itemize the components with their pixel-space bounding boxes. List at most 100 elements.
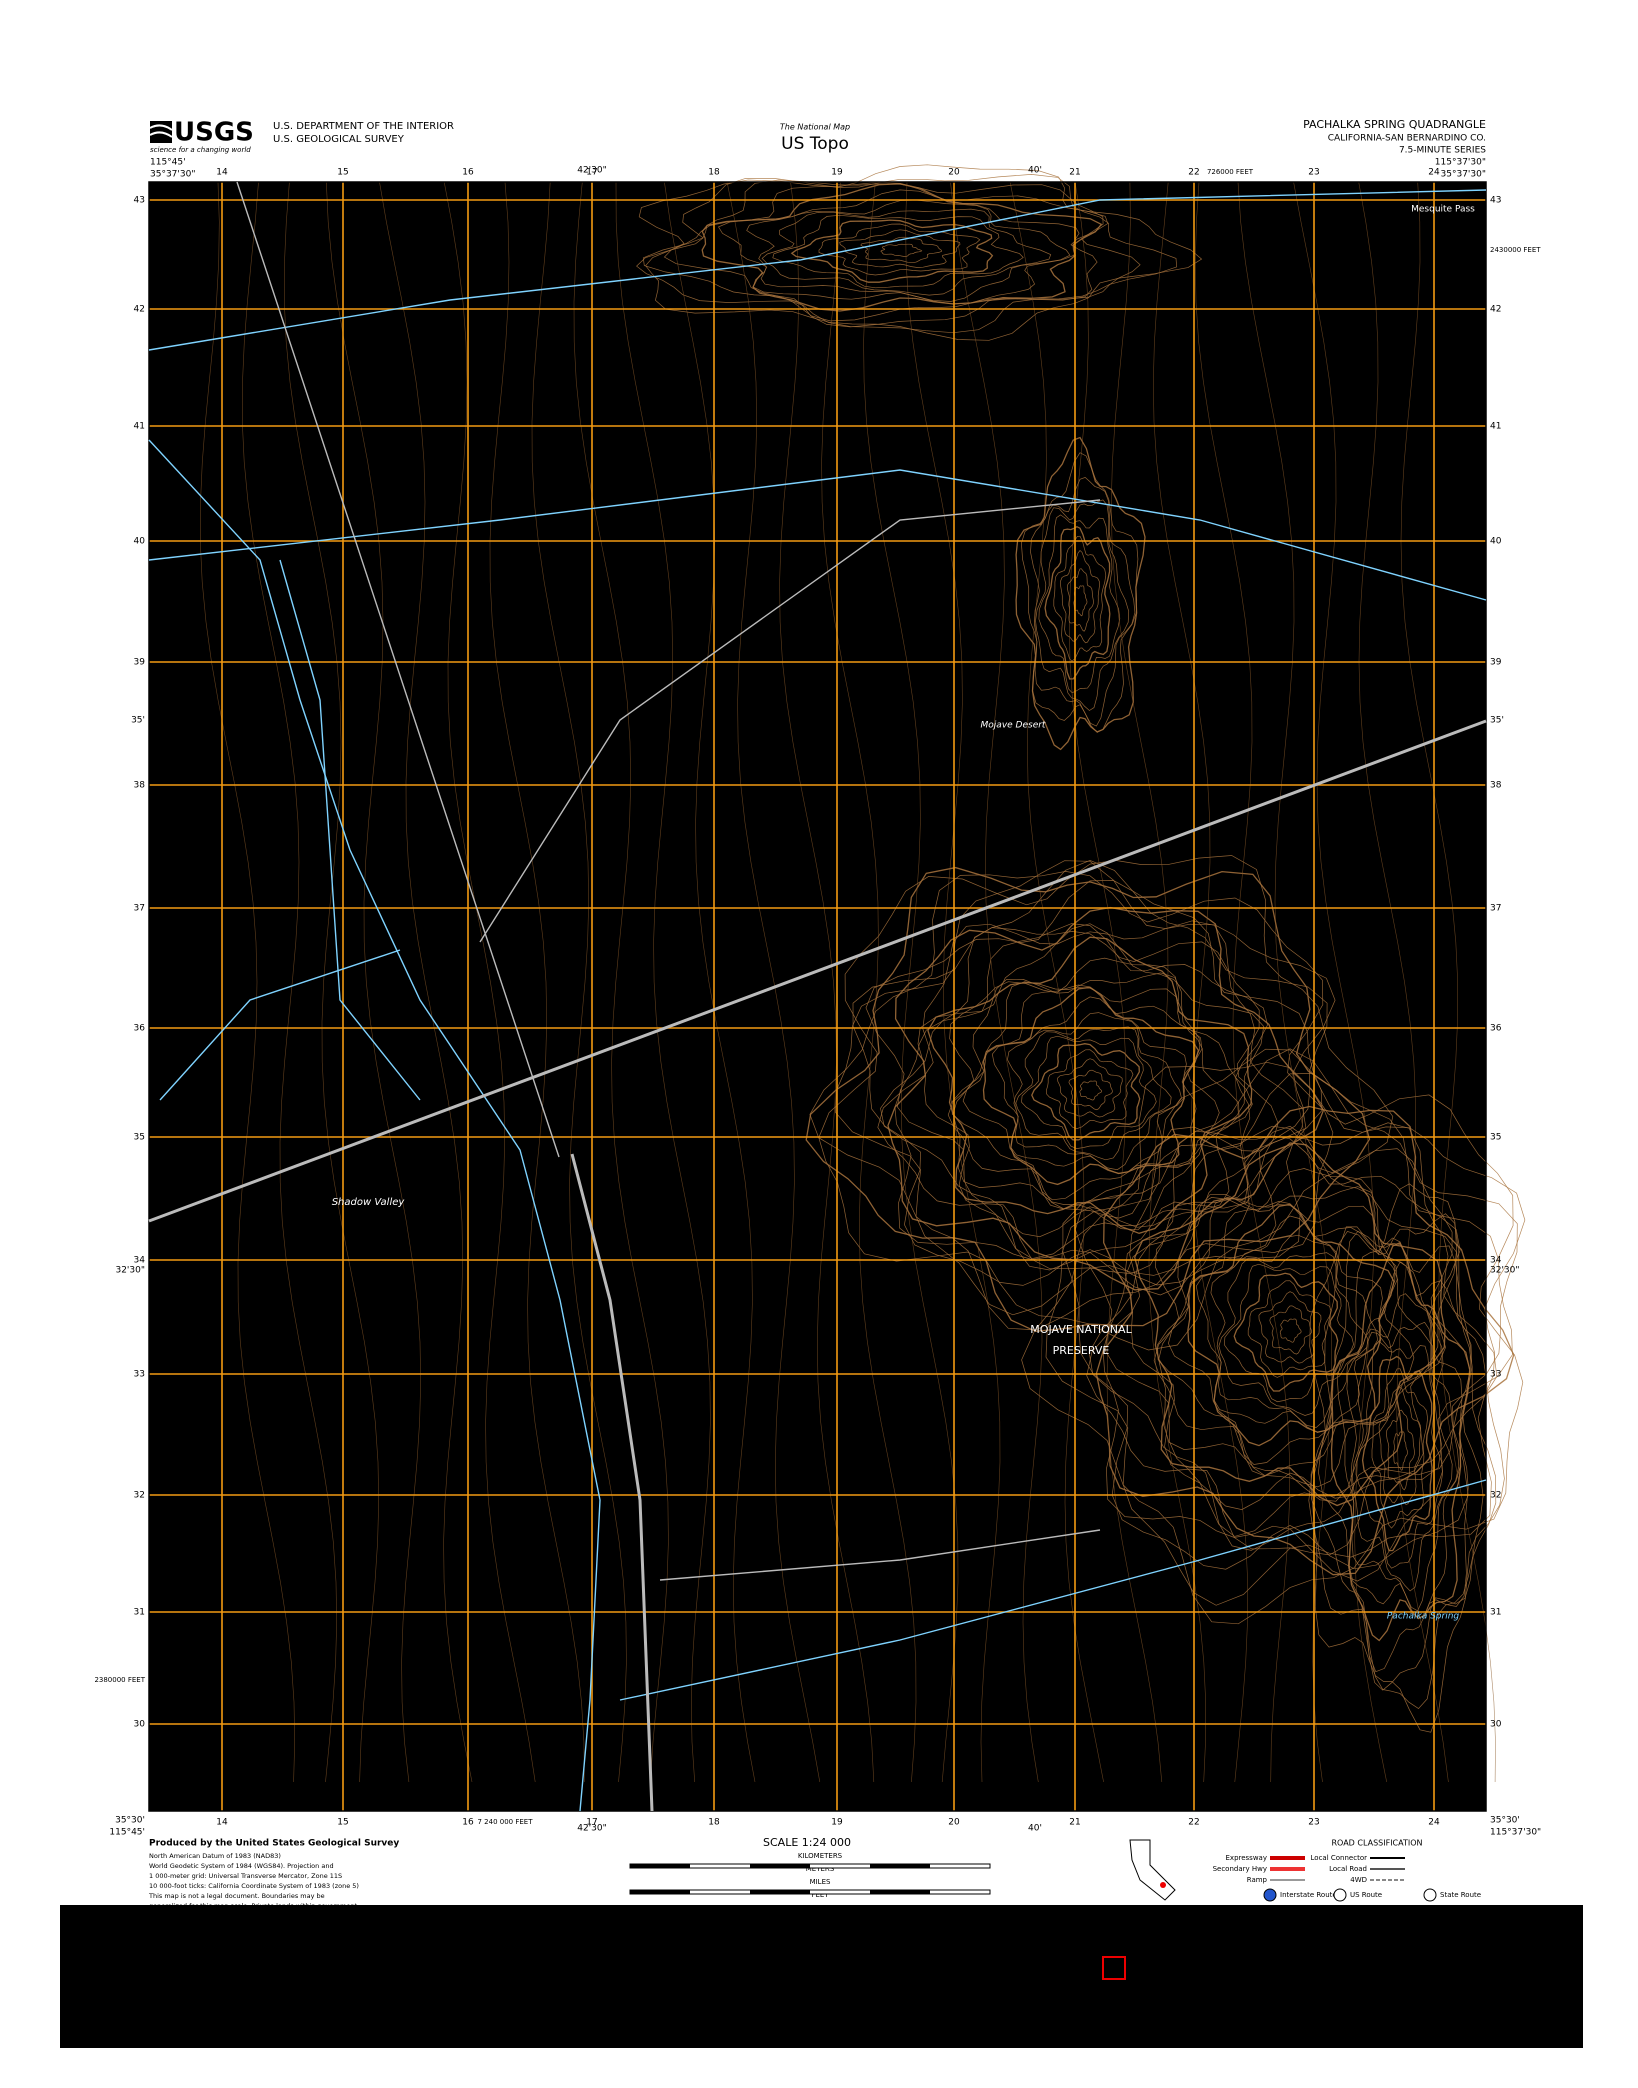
contour — [1095, 1105, 1515, 1576]
road-label: Ramp — [1247, 1876, 1268, 1884]
northing-label: 32 — [134, 1491, 145, 1501]
contour — [1237, 181, 1333, 1783]
feet-label: 726000 FEET — [1207, 168, 1254, 176]
contour — [927, 936, 1253, 1234]
contour — [1044, 525, 1111, 680]
easting-label: 16 — [462, 168, 474, 178]
red-square[interactable] — [1102, 1956, 1126, 1980]
easting-label: 17 — [586, 168, 597, 178]
contour — [1057, 1058, 1123, 1118]
contour — [379, 181, 473, 1783]
note: 1 000-meter grid: Universal Transverse M… — [149, 1872, 342, 1880]
contour — [1210, 1234, 1379, 1428]
contour — [1068, 1069, 1113, 1111]
road — [570, 1153, 654, 1812]
feet-label: 7 240 000 FEET — [478, 1818, 534, 1826]
contour — [1194, 181, 1291, 1783]
contour — [488, 181, 585, 1783]
northing-label: 37 — [134, 904, 145, 914]
corner-label: 35°37'30" — [1441, 170, 1486, 180]
lon-tick: 42'30" — [577, 166, 607, 176]
note: 10 000-foot ticks: California Coordinate… — [149, 1882, 359, 1890]
contour — [1079, 1080, 1103, 1101]
lat-tick: 35' — [131, 716, 145, 726]
easting-label: 22 — [1188, 168, 1199, 178]
easting-label: 20 — [948, 1818, 960, 1828]
contour — [1258, 1291, 1322, 1364]
bottom-bar — [60, 1905, 1583, 2048]
route-shield — [1423, 1888, 1437, 1902]
road — [479, 499, 1101, 943]
northing-label: 42 — [134, 305, 145, 315]
corner-label: 35°30' — [1490, 1816, 1520, 1826]
contour — [1035, 499, 1130, 711]
contour — [1053, 535, 1107, 662]
corner-label: 115°45' — [109, 1828, 145, 1838]
feet-label: 2380000 FEET — [94, 1676, 145, 1684]
note: This map is not a legal document. Bounda… — [148, 1892, 325, 1900]
contour — [573, 181, 669, 1783]
contour — [642, 179, 1141, 328]
scale-unit: KILOMETERS — [798, 1852, 843, 1860]
northing-label: 34 — [134, 1256, 146, 1266]
contour — [1031, 1043, 1141, 1141]
scale-bar-seg — [750, 1890, 810, 1894]
contour — [1293, 181, 1387, 1783]
stream — [148, 189, 1487, 351]
map-frame — [149, 182, 1486, 1811]
road — [659, 1529, 1101, 1581]
contour — [805, 866, 1371, 1332]
contour — [1355, 1341, 1443, 1569]
contour — [199, 181, 296, 1783]
northing-label: 36 — [134, 1024, 146, 1034]
northing-label: 35 — [1490, 1133, 1501, 1143]
contour — [1371, 1368, 1428, 1529]
contour — [1346, 1293, 1460, 1612]
northing-label: 37 — [1490, 904, 1501, 914]
scale-bar-seg — [750, 1864, 810, 1868]
northing-label: 39 — [1490, 658, 1502, 668]
contour — [1157, 1196, 1415, 1477]
northing-label: 30 — [1490, 1720, 1502, 1730]
scale-bar-seg — [630, 1864, 690, 1868]
contour — [1336, 1261, 1463, 1620]
easting-label: 16 — [462, 1818, 474, 1828]
stream — [148, 439, 601, 1812]
contour — [1009, 181, 1104, 1783]
contour — [1386, 1409, 1415, 1491]
easting-label: 23 — [1308, 168, 1319, 178]
easting-label: 23 — [1308, 1818, 1319, 1828]
contour — [1088, 1130, 1471, 1551]
route-label: Interstate Route — [1280, 1891, 1337, 1899]
corner-label: 115°37'30" — [1435, 158, 1486, 168]
contour — [1279, 1318, 1302, 1343]
contour — [241, 181, 338, 1783]
contour — [1310, 1230, 1484, 1691]
easting-label: 17 — [586, 1818, 597, 1828]
contour — [1247, 1280, 1332, 1378]
neatline — [148, 181, 1487, 1812]
road-label: Expressway — [1226, 1854, 1268, 1862]
northing-label: 30 — [134, 1720, 146, 1730]
easting-label: 24 — [1428, 1818, 1440, 1828]
contour — [905, 181, 1001, 1783]
contour — [818, 855, 1394, 1351]
road-label: Local Road — [1329, 1865, 1367, 1873]
scale-bar-seg — [630, 1890, 690, 1894]
lat-tick: 35' — [1490, 716, 1504, 726]
lon-tick: 40' — [1028, 1824, 1042, 1834]
contour — [531, 181, 627, 1783]
easting-label: 22 — [1188, 1818, 1199, 1828]
route-label: State Route — [1440, 1891, 1481, 1899]
note: World Geodetic System of 1984 (WGS84). P… — [149, 1862, 334, 1870]
contour — [615, 181, 711, 1783]
contour — [1045, 1048, 1526, 1606]
road-label: Secondary Hwy — [1213, 1865, 1267, 1873]
locator-dot — [1160, 1882, 1166, 1888]
easting-label: 18 — [708, 1818, 720, 1828]
corner-label: 115°45' — [150, 158, 186, 168]
scale-title: SCALE 1:24 000 — [763, 1836, 851, 1849]
contour — [776, 181, 875, 1783]
road-label: Local Connector — [1311, 1854, 1368, 1862]
